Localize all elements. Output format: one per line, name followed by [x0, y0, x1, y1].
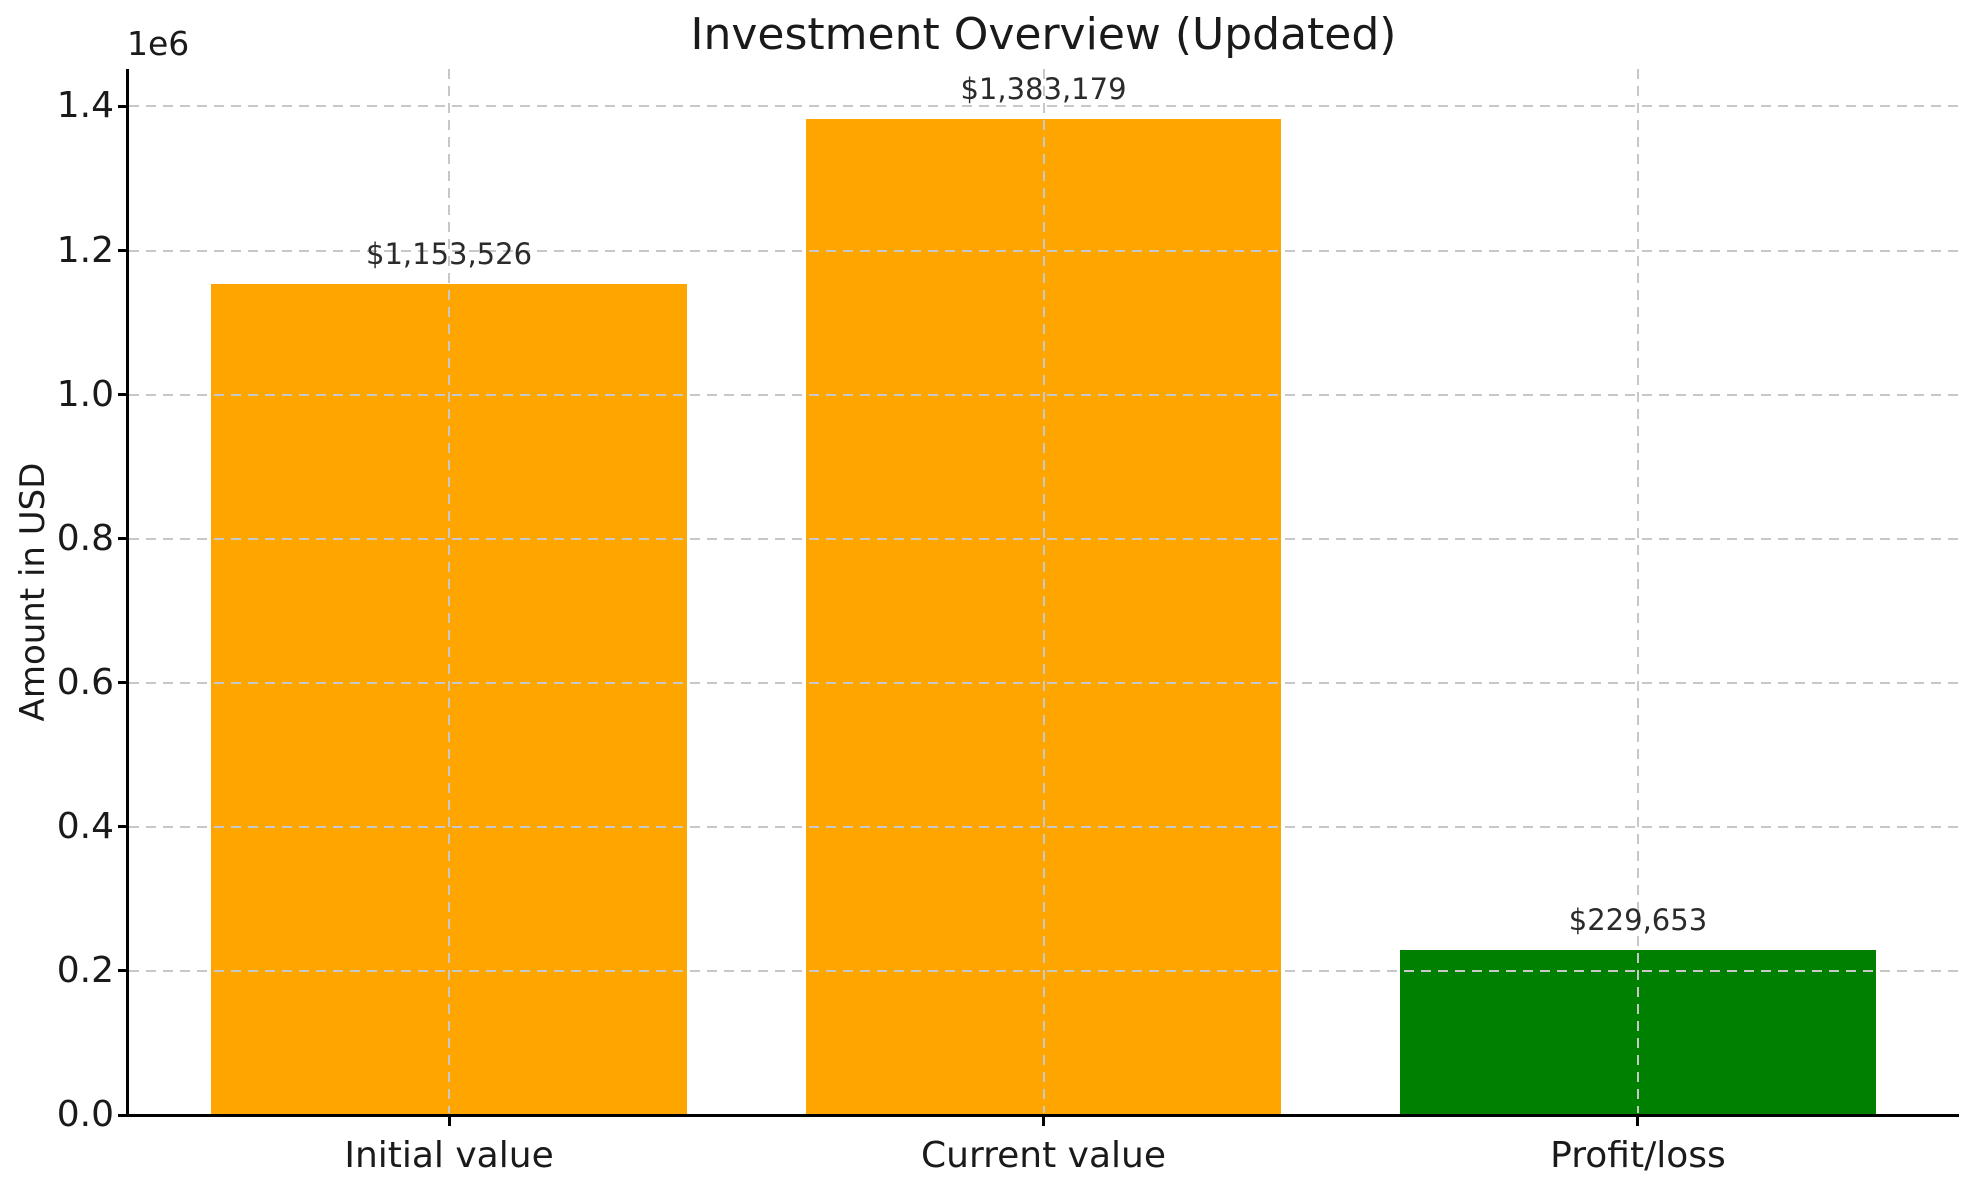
- y-tick-label-0.0: 0.0: [56, 1094, 114, 1135]
- bar-value-label-1: $1,153,526: [365, 237, 533, 272]
- x-tick-label-1: Initial value: [344, 1135, 554, 1176]
- y-tick-mark-0.8: [118, 537, 128, 541]
- y-tick-mark-0.4: [118, 825, 128, 829]
- x-tick-mark-2: [1042, 1116, 1045, 1126]
- y-tick-label-1.0: 1.0: [56, 373, 114, 415]
- y-tick-mark-1.2: [118, 249, 128, 253]
- chart-title: Investment Overview (Updated): [690, 9, 1397, 60]
- v-gridline-1: [448, 69, 451, 1113]
- y-tick-mark-1.4: [118, 104, 128, 108]
- x-tick-label-2: Current value: [921, 1135, 1166, 1176]
- v-gridline-2: [1042, 69, 1045, 1113]
- left-spine: [126, 69, 129, 1117]
- x-tick-label-3: Profit/loss: [1550, 1135, 1726, 1176]
- x-tick-mark-3: [1636, 1116, 1640, 1126]
- y-tick-mark-0.0: [118, 1113, 128, 1117]
- y-tick-label-0.8: 0.8: [56, 517, 114, 559]
- y-axis-offset-label: 1e6: [127, 24, 190, 63]
- bar-value-label-3: $229,653: [1568, 902, 1708, 937]
- x-tick-mark-1: [447, 1116, 451, 1126]
- y-tick-label-1.2: 1.2: [56, 229, 114, 271]
- y-tick-mark-1.0: [118, 393, 128, 397]
- y-tick-mark-0.6: [118, 681, 128, 685]
- y-tick-label-1.4: 1.4: [56, 85, 114, 127]
- y-tick-label-0.6: 0.6: [56, 661, 114, 703]
- y-tick-label-0.4: 0.4: [56, 805, 114, 847]
- bar-value-label-2: $1,383,179: [960, 71, 1127, 106]
- y-tick-mark-0.2: [118, 969, 128, 973]
- y-tick-label-0.2: 0.2: [56, 949, 114, 991]
- v-gridline-3: [1636, 69, 1639, 1113]
- bottom-spine: [126, 1114, 1959, 1117]
